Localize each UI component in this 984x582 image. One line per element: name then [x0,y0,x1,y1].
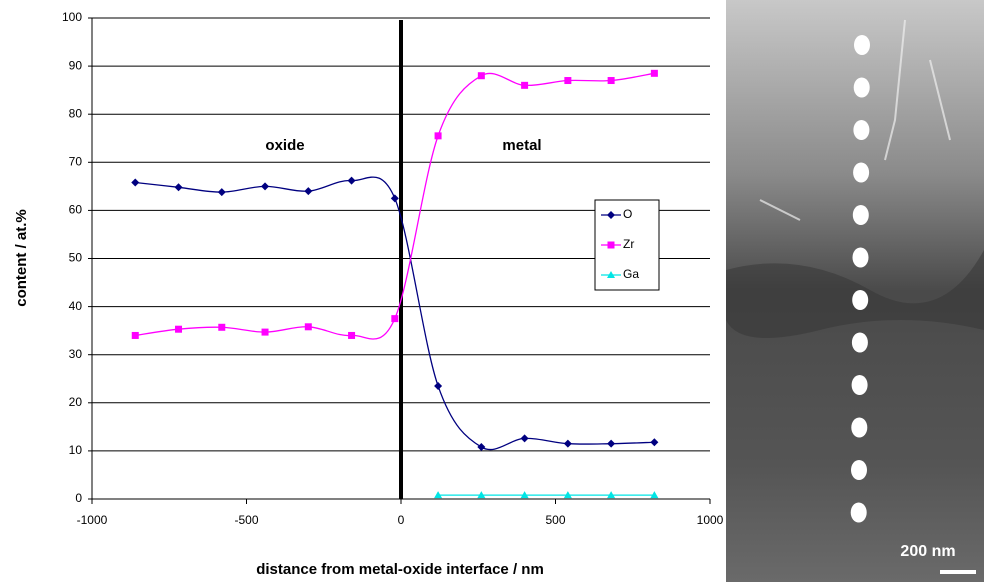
micrograph: 200 nm [726,0,984,582]
point [261,328,269,336]
annotation: metal [502,137,541,154]
point [304,323,312,331]
point [347,176,356,185]
y-tick-label: 50 [69,251,83,265]
point [390,194,399,203]
x-tick-label: 500 [545,513,565,527]
probe-spot [852,247,869,268]
point [564,77,572,85]
probe-spot [851,417,868,438]
point [563,439,572,448]
y-tick-label: 20 [69,395,83,409]
legend-label: Zr [623,237,634,251]
point [521,81,529,89]
legend-label: O [623,207,632,221]
y-tick-label: 100 [62,10,82,24]
y-tick-label: 80 [69,106,83,120]
series-line [135,176,655,451]
point [391,315,399,323]
y-tick-label: 70 [69,154,83,168]
probe-spot [851,460,867,480]
point [348,331,356,339]
point [650,491,659,499]
y-tick-label: 30 [69,347,83,361]
point [175,325,183,333]
series-line [135,72,655,340]
x-tick-label: 0 [398,513,405,527]
point [174,183,183,192]
probe-spot [852,205,869,225]
point [131,331,139,339]
probe-spot [851,375,868,395]
point [477,443,486,452]
probe-spot [850,502,867,523]
probe-spot [854,35,870,55]
y-tick-label: 10 [69,443,83,457]
point [607,491,616,499]
y-tick-label: 60 [69,203,83,217]
point [520,434,529,443]
annotation: oxide [265,137,304,154]
legend-label: Ga [623,267,639,281]
point [650,69,658,77]
point [304,187,313,196]
point [607,211,615,219]
probe-spot [853,120,870,140]
x-tick-label: -500 [234,513,258,527]
scale-bar-label: 200 nm [900,543,955,560]
point [607,77,615,85]
point [218,323,226,331]
point [131,178,140,187]
point [650,438,659,447]
point [261,182,270,191]
probe-spot [851,332,868,353]
x-tick-label: 1000 [697,513,724,527]
point [477,72,485,80]
probe-spot [853,162,870,183]
point [434,132,442,140]
point [477,491,486,499]
x-axis-title: distance from metal-oxide interface / nm [256,561,544,578]
y-tick-label: 0 [75,491,82,505]
point [520,491,529,499]
point [217,188,226,197]
probe-spot [852,290,869,310]
y-axis-title: content / at.% [13,209,30,307]
point [434,491,443,499]
point [563,491,572,499]
x-tick-label: -1000 [77,513,108,527]
y-tick-label: 40 [69,299,83,313]
point [434,381,443,390]
point [607,271,615,278]
point [607,439,616,448]
probe-spot [853,77,870,98]
y-tick-label: 90 [69,58,83,72]
point [607,241,615,249]
